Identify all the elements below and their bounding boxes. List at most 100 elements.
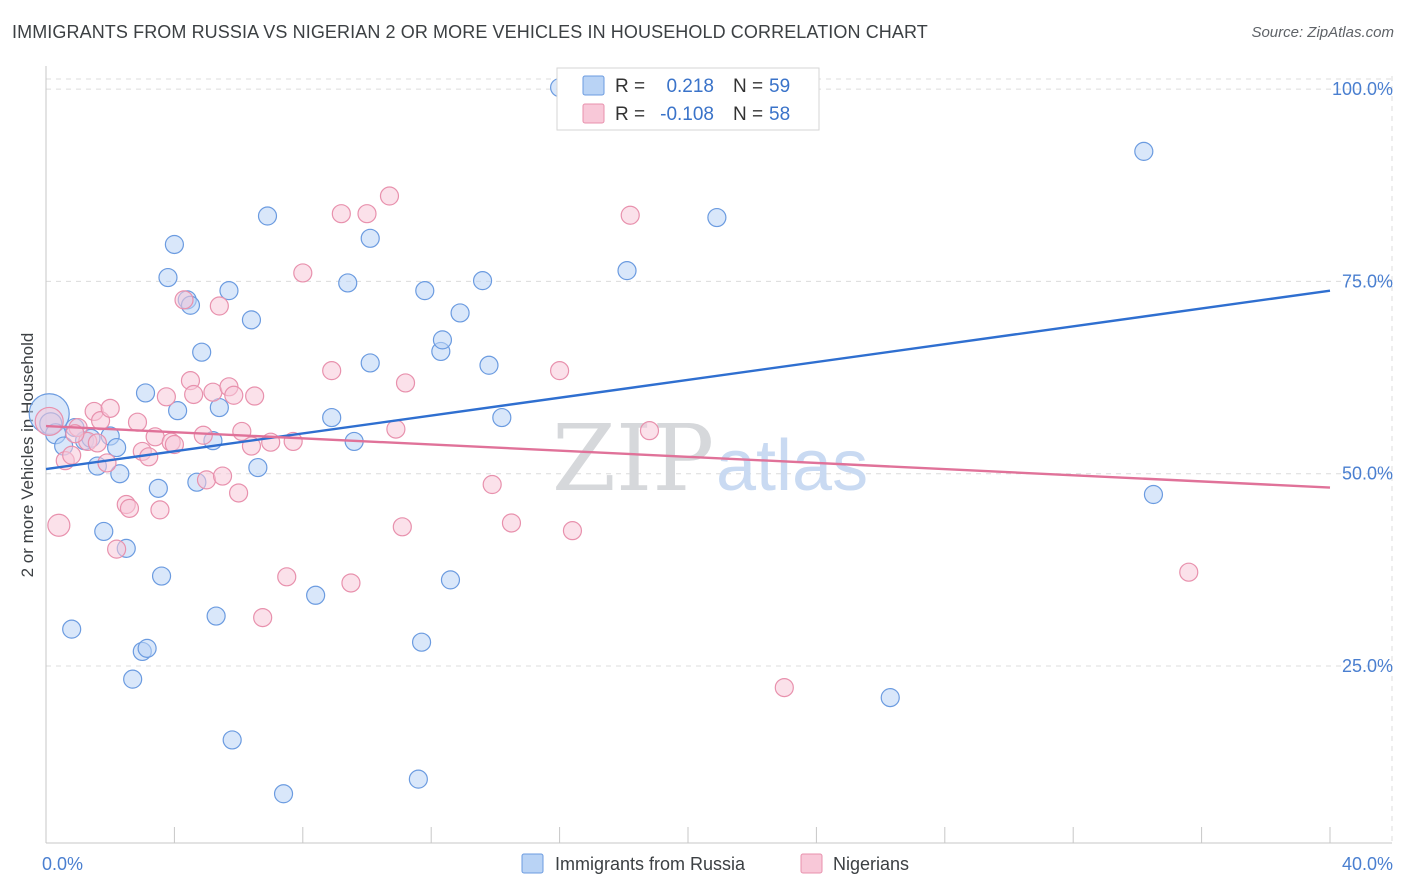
legend-r-label-nigerians: R = bbox=[615, 104, 645, 125]
point-nigerians bbox=[386, 419, 406, 439]
point-russia bbox=[151, 566, 172, 586]
point-nigerians bbox=[97, 453, 117, 473]
series-legend-swatch-russia bbox=[521, 853, 544, 874]
y-tick-label: 100.0% bbox=[1332, 79, 1393, 99]
legend-n-label-nigerians: N = bbox=[733, 104, 763, 125]
point-nigerians bbox=[501, 513, 522, 533]
point-russia bbox=[415, 281, 435, 301]
point-nigerians bbox=[392, 517, 412, 537]
chart-source: Source: ZipAtlas.com bbox=[1251, 24, 1394, 41]
point-russia bbox=[94, 521, 114, 542]
point-nigerians bbox=[1179, 562, 1199, 582]
point-russia bbox=[206, 606, 226, 626]
point-nigerians bbox=[164, 434, 184, 455]
y-tick-label: 50.0% bbox=[1342, 464, 1393, 484]
point-nigerians bbox=[253, 607, 273, 628]
legend-r-value-nigerians: -0.108 bbox=[660, 104, 714, 125]
point-nigerians bbox=[322, 361, 342, 381]
point-nigerians bbox=[184, 384, 204, 405]
legend-swatch-nigerians bbox=[582, 103, 605, 124]
point-nigerians bbox=[193, 425, 213, 445]
point-russia bbox=[322, 407, 342, 428]
point-russia bbox=[273, 784, 294, 804]
point-russia bbox=[707, 207, 727, 228]
point-russia bbox=[148, 478, 168, 498]
point-russia bbox=[338, 273, 358, 293]
point-nigerians bbox=[562, 521, 583, 541]
point-nigerians bbox=[196, 470, 217, 490]
point-russia bbox=[62, 619, 82, 639]
series-legend: Immigrants from Russia Nigerians bbox=[521, 853, 909, 874]
legend-swatch-russia bbox=[582, 75, 605, 96]
point-nigerians bbox=[203, 382, 223, 402]
point-russia bbox=[1143, 484, 1164, 505]
point-russia bbox=[360, 228, 380, 248]
x-tick-label: 0.0% bbox=[42, 854, 83, 874]
trend-line-nigerians bbox=[45, 424, 1331, 489]
point-russia bbox=[192, 342, 212, 362]
series-legend-label-nigerians: Nigerians bbox=[833, 854, 909, 874]
legend-r-label-russia: R = bbox=[615, 76, 645, 97]
point-nigerians bbox=[639, 421, 660, 441]
legend-n-value-russia: 59 bbox=[769, 76, 790, 97]
point-russia bbox=[168, 401, 188, 421]
point-nigerians bbox=[395, 373, 416, 393]
legend-n-value-nigerians: 58 bbox=[769, 104, 790, 125]
point-russia bbox=[257, 206, 278, 226]
point-nigerians bbox=[341, 573, 361, 593]
point-nigerians bbox=[379, 186, 400, 206]
point-nigerians bbox=[119, 498, 140, 518]
point-russia bbox=[107, 437, 127, 458]
legend-n-label-russia: N = bbox=[733, 76, 763, 97]
axes bbox=[45, 66, 1392, 844]
legend: R = 0.218 N = 59 R = -0.108 N = 58 bbox=[556, 67, 820, 131]
point-nigerians bbox=[34, 406, 64, 437]
point-nigerians bbox=[620, 205, 640, 225]
point-russia bbox=[137, 638, 157, 658]
point-russia bbox=[492, 407, 512, 428]
point-nigerians bbox=[107, 539, 127, 559]
point-nigerians bbox=[156, 387, 176, 407]
point-russia bbox=[880, 688, 900, 708]
series-legend-label-russia: Immigrants from Russia bbox=[555, 854, 746, 874]
point-russia bbox=[432, 330, 453, 350]
point-nigerians bbox=[229, 483, 249, 503]
series-legend-swatch-nigerians bbox=[800, 853, 823, 874]
point-russia bbox=[450, 303, 470, 323]
point-russia bbox=[110, 464, 130, 484]
point-nigerians bbox=[209, 296, 229, 316]
point-russia bbox=[617, 261, 637, 281]
watermark-atlas: atlas bbox=[716, 426, 868, 506]
point-russia bbox=[123, 669, 143, 689]
y-tick-labels: 100.0% 75.0% 50.0% 25.0% bbox=[1332, 79, 1393, 676]
point-nigerians bbox=[87, 433, 107, 453]
point-russia bbox=[222, 730, 242, 750]
point-nigerians bbox=[212, 466, 233, 486]
point-russia bbox=[164, 234, 184, 255]
point-russia bbox=[360, 353, 380, 373]
point-russia bbox=[408, 769, 428, 789]
point-russia bbox=[306, 585, 326, 605]
point-russia bbox=[135, 383, 156, 403]
chart-title: IMMIGRANTS FROM RUSSIA VS NIGERIAN 2 OR … bbox=[12, 22, 928, 42]
point-russia bbox=[241, 310, 262, 330]
point-russia bbox=[411, 632, 432, 652]
point-nigerians bbox=[549, 361, 570, 381]
point-russia bbox=[479, 355, 499, 375]
watermark: ZIP atlas bbox=[552, 405, 868, 512]
point-nigerians bbox=[293, 263, 313, 283]
legend-r-value-russia: 0.218 bbox=[666, 76, 714, 97]
y-tick-label: 25.0% bbox=[1342, 656, 1393, 676]
point-nigerians bbox=[127, 412, 148, 432]
trend-line-russia bbox=[45, 289, 1331, 471]
point-russia bbox=[472, 271, 493, 291]
point-nigerians bbox=[224, 385, 244, 405]
point-nigerians bbox=[65, 424, 85, 444]
point-nigerians bbox=[62, 445, 82, 465]
point-russia bbox=[248, 457, 268, 478]
point-nigerians bbox=[357, 204, 377, 224]
y-tick-label: 75.0% bbox=[1342, 271, 1393, 291]
point-russia bbox=[158, 267, 178, 288]
point-russia bbox=[219, 281, 239, 301]
